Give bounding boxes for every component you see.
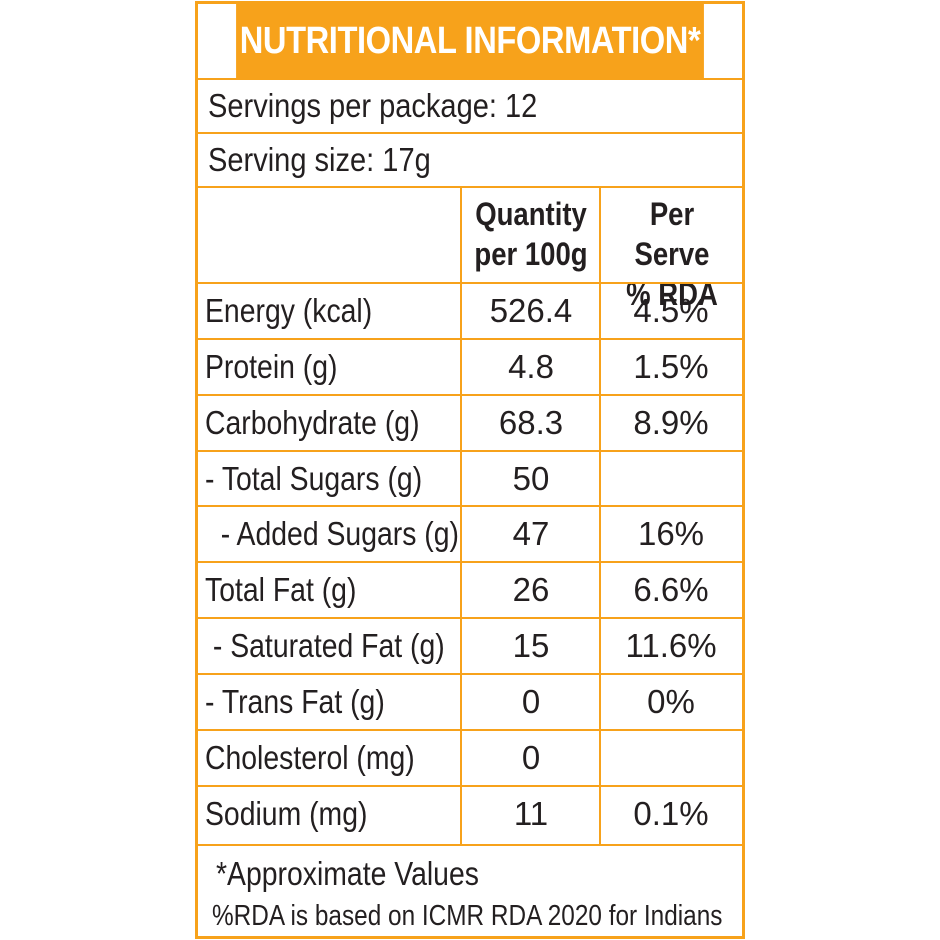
nutrient-rda: 0.1% <box>633 795 709 832</box>
servings-per-package-row: Servings per package: 12 <box>198 78 742 132</box>
nutrient-quantity: 50 <box>512 460 550 497</box>
nutrient-row: Carbohydrate (g) 68.3 8.9% <box>198 394 742 450</box>
nutrient-rda: 8.9% <box>633 404 709 441</box>
nutrient-row: - Trans Fat (g) 0 0% <box>198 673 742 729</box>
column-header-row: Quantity per 100g Per Serve % RDA <box>198 186 742 312</box>
nutrient-quantity: 0 <box>521 739 541 776</box>
nutrient-name: Protein (g) <box>205 348 338 385</box>
nutrient-name: Cholesterol (mg) <box>205 739 415 776</box>
quantity-header-line2: per 100g <box>474 236 588 272</box>
nutrient-name: Carbohydrate (g) <box>205 404 420 441</box>
approximate-values-note: *Approximate Values <box>216 855 479 892</box>
nutrient-row: Total Fat (g) 26 6.6% <box>198 561 742 617</box>
nutrient-row: - Added Sugars (g) 47 16% <box>198 505 742 561</box>
column-divider-2 <box>599 186 601 844</box>
quantity-header-line1: Quantity <box>475 196 587 232</box>
nutrient-name: Energy (kcal) <box>205 292 373 329</box>
nutrient-quantity: 4.8 <box>508 348 554 385</box>
nutrient-row: Sodium (mg) 11 0.1% <box>198 785 742 844</box>
serving-size-text: Serving size: 17g <box>208 141 431 178</box>
rda-header-line1: Per Serve <box>634 196 710 272</box>
nutrient-rda: 4.5% <box>633 292 709 329</box>
nutrient-row: - Total Sugars (g) 50 <box>198 450 742 505</box>
column-divider-1 <box>460 186 462 844</box>
footnote-section: *Approximate Values %RDA is based on ICM… <box>198 844 742 939</box>
servings-per-package-text: Servings per package: 12 <box>208 87 538 124</box>
nutrient-quantity: 526.4 <box>489 292 573 329</box>
nutrient-rda: 1.5% <box>633 348 709 385</box>
nutrient-row: - Saturated Fat (g) 15 11.6% <box>198 617 742 673</box>
nutrient-name: Total Fat (g) <box>205 571 357 608</box>
nutrient-rda <box>602 452 740 506</box>
nutrient-rda: 0% <box>647 683 695 720</box>
nutrient-quantity: 11 <box>513 795 549 832</box>
rda-basis-note: %RDA is based on ICMR RDA 2020 for India… <box>212 900 723 932</box>
nutrient-name: - Saturated Fat (g) <box>205 627 445 664</box>
quantity-header: Quantity per 100g <box>473 194 588 274</box>
nutrient-row: Protein (g) 4.8 1.5% <box>198 338 742 394</box>
nutrient-name: Sodium (mg) <box>205 795 368 832</box>
nutrient-row: Cholesterol (mg) 0 <box>198 729 742 785</box>
panel-title: NUTRITIONAL INFORMATION* <box>236 4 704 78</box>
nutrient-rda: 11.6% <box>625 627 717 664</box>
nutrient-quantity: 26 <box>512 571 550 608</box>
nutrient-rda: 6.6% <box>633 571 709 608</box>
nutrient-row: Energy (kcal) 526.4 4.5% <box>198 282 742 338</box>
nutrient-name: - Trans Fat (g) <box>205 683 385 720</box>
nutrient-name: - Total Sugars (g) <box>205 460 423 497</box>
nutrient-rda: 16% <box>637 515 705 552</box>
nutrient-quantity: 47 <box>512 515 550 552</box>
nutrient-rda <box>602 731 740 785</box>
serving-size-row: Serving size: 17g <box>198 132 742 186</box>
nutrient-quantity: 15 <box>512 627 550 664</box>
nutrient-quantity: 0 <box>521 683 541 720</box>
nutrient-name: - Added Sugars (g) <box>205 515 459 552</box>
nutrition-panel: NUTRITIONAL INFORMATION* Servings per pa… <box>195 1 745 939</box>
nutrient-quantity: 68.3 <box>498 404 564 441</box>
